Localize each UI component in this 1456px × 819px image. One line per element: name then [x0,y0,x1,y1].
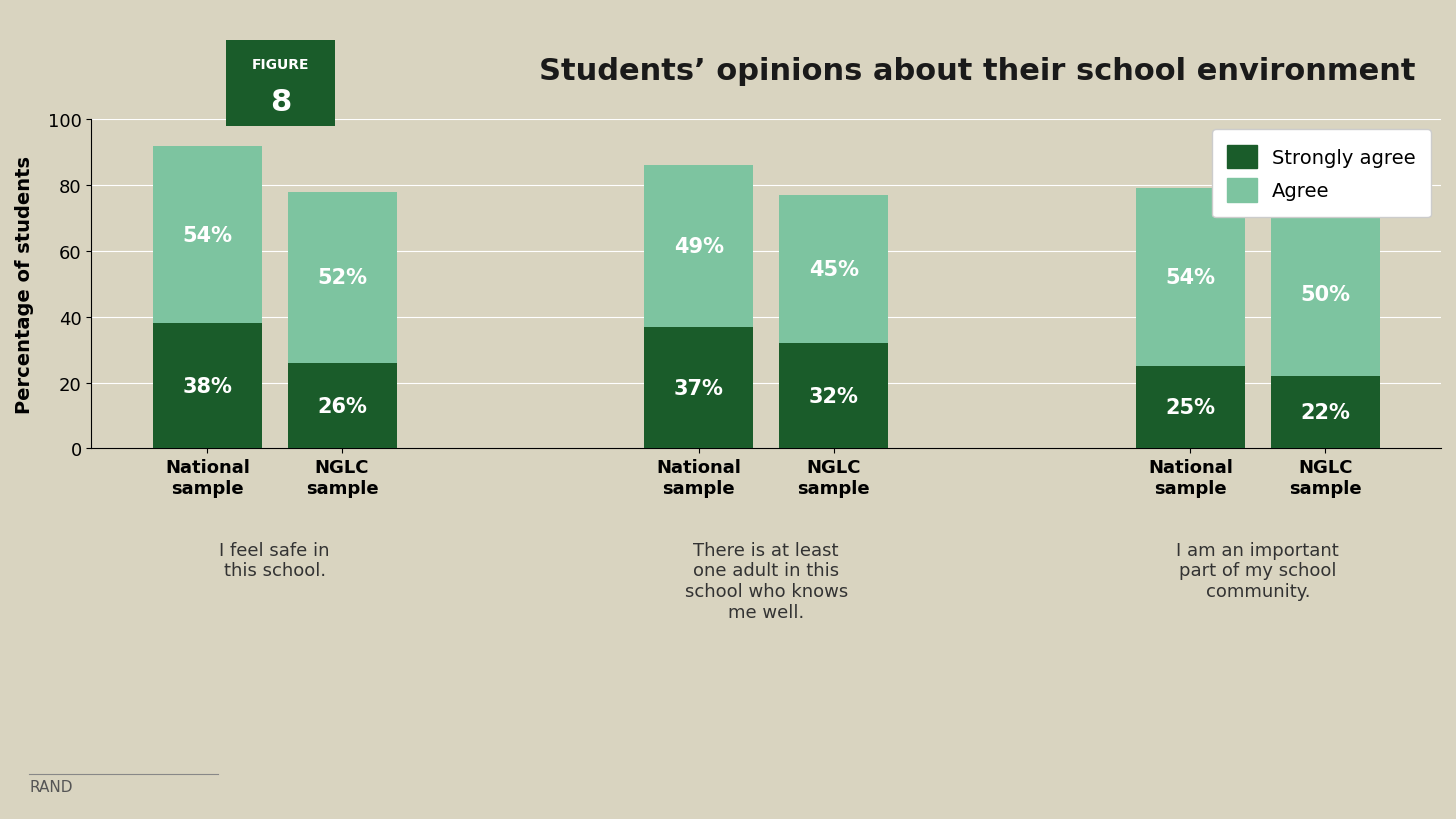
Text: 8: 8 [269,88,291,117]
Bar [1271,377,1380,449]
Text: 54%: 54% [1165,268,1216,288]
Text: 38%: 38% [182,377,233,396]
Bar [645,166,753,328]
Text: 37%: 37% [674,378,724,398]
Bar [288,364,396,449]
Text: 45%: 45% [808,260,859,280]
Text: 32%: 32% [808,387,859,406]
Text: 25%: 25% [1165,398,1216,418]
Bar [153,147,262,324]
Legend: Strongly agree, Agree: Strongly agree, Agree [1211,130,1431,218]
Bar [288,192,396,364]
Bar [1271,212,1380,377]
Text: 54%: 54% [182,225,233,245]
Bar [779,344,888,449]
Text: 26%: 26% [317,396,367,416]
Text: RAND: RAND [29,780,73,794]
Text: 52%: 52% [317,268,367,288]
Bar [645,328,753,449]
Text: There is at least
one adult in this
school who knows
me well.: There is at least one adult in this scho… [684,541,847,621]
Bar [1136,189,1245,367]
Text: 50%: 50% [1300,284,1350,305]
Text: FIGURE: FIGURE [252,58,309,72]
Bar [1136,367,1245,449]
Bar [153,324,262,449]
Text: Students’ opinions about their school environment: Students’ opinions about their school en… [539,57,1415,86]
Text: 49%: 49% [674,237,724,256]
Text: 22%: 22% [1300,403,1350,423]
Text: I feel safe in
this school.: I feel safe in this school. [220,541,331,580]
Bar [779,196,888,344]
Y-axis label: Percentage of students: Percentage of students [15,156,33,414]
Text: I am an important
part of my school
community.: I am an important part of my school comm… [1176,541,1340,600]
